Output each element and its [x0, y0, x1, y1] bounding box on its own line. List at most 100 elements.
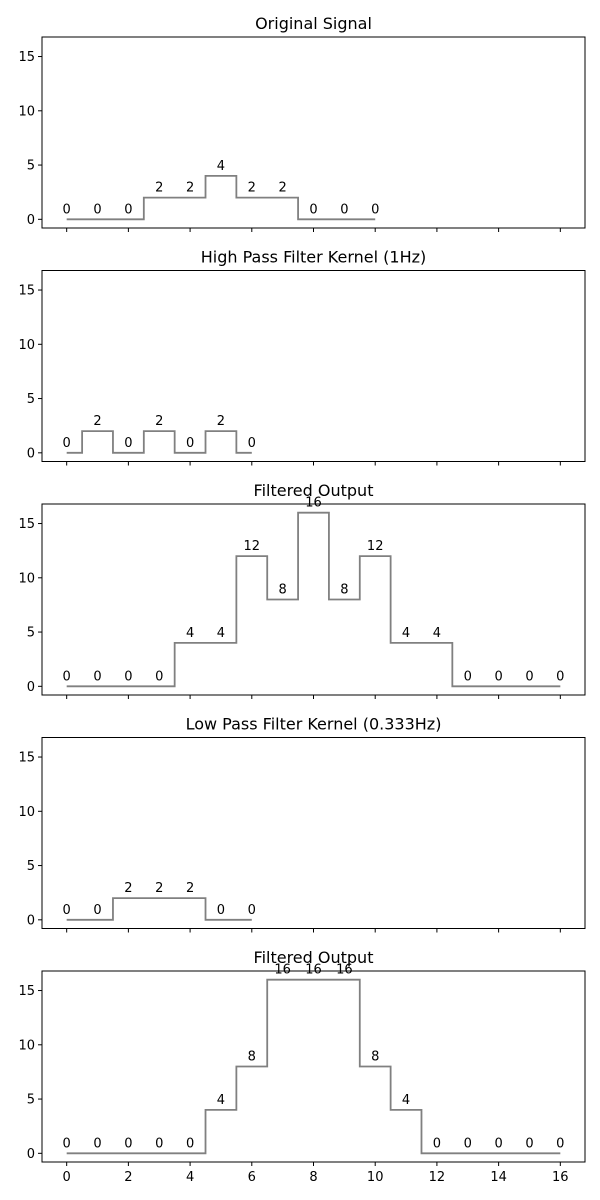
data-label: 0 — [248, 436, 256, 451]
x-tick-label: 10 — [367, 1170, 384, 1185]
data-label: 0 — [494, 669, 502, 684]
data-label: 4 — [186, 626, 194, 641]
data-label: 2 — [248, 181, 256, 196]
data-label: 0 — [217, 903, 225, 918]
data-label: 0 — [63, 903, 71, 918]
subplot-1: Original Signal 0 5 10 15 0 0 0 2 2 4 2 2 0 0 0 — [18, 14, 586, 232]
data-label: 16 — [336, 963, 353, 978]
x-tick-label: 6 — [248, 1170, 256, 1185]
data-label: 0 — [433, 1136, 441, 1151]
y-tick-label: 10 — [18, 338, 35, 353]
x-tick-label: 4 — [186, 1170, 194, 1185]
chart-title: Filtered Output — [254, 481, 374, 500]
data-label: 0 — [186, 1136, 194, 1151]
data-label: 0 — [494, 1136, 502, 1151]
data-label: 0 — [93, 1136, 101, 1151]
data-label: 0 — [93, 903, 101, 918]
data-label: 0 — [124, 669, 132, 684]
plot-area — [41, 270, 586, 462]
series-step-line — [66, 511, 561, 688]
data-label: 2 — [186, 181, 194, 196]
y-tick-label: 15 — [18, 751, 35, 766]
data-label: 4 — [402, 1093, 410, 1108]
plot-area — [41, 737, 586, 929]
chart-title: Filtered Output — [254, 948, 374, 967]
data-label: 0 — [124, 436, 132, 451]
y-tick-label: 15 — [18, 50, 35, 65]
data-label: 2 — [93, 414, 101, 429]
subplot-3: Filtered Output 0 5 10 15 0 0 0 0 4 4 12 8 16 8 12 4 4 0 0 0… — [18, 481, 586, 699]
data-label: 0 — [93, 202, 101, 217]
chart-title: Low Pass Filter Kernel (0.333Hz) — [186, 715, 442, 734]
x-tick-label: 2 — [124, 1170, 132, 1185]
series-step-line — [66, 430, 252, 454]
data-label: 8 — [248, 1050, 256, 1065]
y-tick-label: 0 — [27, 446, 35, 461]
data-label: 12 — [367, 539, 384, 554]
y-tick-label: 0 — [27, 213, 35, 228]
y-tick-label: 5 — [27, 392, 35, 407]
data-label: 0 — [186, 436, 194, 451]
y-tick-label: 15 — [18, 984, 35, 999]
data-label: 0 — [371, 202, 379, 217]
y-tick-label: 5 — [27, 159, 35, 174]
data-label: 0 — [556, 669, 564, 684]
plot-area — [41, 36, 586, 229]
data-label: 0 — [93, 669, 101, 684]
data-label: 4 — [402, 626, 410, 641]
data-label: 0 — [124, 1136, 132, 1151]
data-label: 2 — [155, 881, 163, 896]
data-label: 16 — [274, 963, 291, 978]
data-label: 8 — [340, 583, 348, 598]
x-tick-label: 12 — [429, 1170, 446, 1185]
data-label: 0 — [309, 202, 317, 217]
data-label: 2 — [155, 181, 163, 196]
data-label: 12 — [244, 539, 261, 554]
y-tick-label: 5 — [27, 1093, 35, 1108]
y-tick-label: 0 — [27, 913, 35, 928]
data-label: 16 — [305, 963, 322, 978]
series-step-line — [66, 978, 561, 1155]
data-label: 0 — [525, 669, 533, 684]
y-tick-label: 5 — [27, 859, 35, 874]
data-label: 0 — [63, 436, 71, 451]
data-label: 0 — [248, 903, 256, 918]
series-step-line — [66, 175, 376, 221]
data-label: 2 — [124, 881, 132, 896]
y-tick-label: 10 — [18, 805, 35, 820]
x-tick-label: 0 — [63, 1170, 71, 1185]
data-label: 2 — [155, 414, 163, 429]
y-tick-label: 10 — [18, 1038, 35, 1053]
y-tick-label: 10 — [18, 571, 35, 586]
y-tick-label: 0 — [27, 680, 35, 695]
data-label: 0 — [63, 1136, 71, 1151]
subplot-4: Low Pass Filter Kernel (0.333Hz) 0 5 10 15 0 0… — [18, 715, 586, 933]
y-tick-label: 5 — [27, 626, 35, 641]
subplot-5: Filtered Output 0 5 10 15 0 2 4 6 8 10 12 14 16 0 0 0 0 0 4… — [18, 948, 586, 1185]
data-label: 2 — [186, 881, 194, 896]
data-label: 0 — [464, 1136, 472, 1151]
data-label: 16 — [305, 496, 322, 511]
plot-area — [41, 970, 586, 1163]
data-label: 4 — [217, 159, 225, 174]
x-tick-label: 16 — [552, 1170, 569, 1185]
data-label: 0 — [464, 669, 472, 684]
series-step-line — [66, 897, 252, 921]
data-label: 0 — [63, 669, 71, 684]
data-label: 0 — [525, 1136, 533, 1151]
x-tick-label: 14 — [490, 1170, 507, 1185]
chart-title: Original Signal — [255, 14, 372, 33]
chart-title: High Pass Filter Kernel (1Hz) — [201, 248, 427, 267]
plot-area — [41, 503, 586, 696]
data-label: 0 — [63, 202, 71, 217]
data-label: 2 — [279, 181, 287, 196]
data-label: 0 — [124, 202, 132, 217]
data-label: 4 — [217, 626, 225, 641]
data-label: 8 — [371, 1050, 379, 1065]
data-label: 0 — [155, 1136, 163, 1151]
data-label: 4 — [433, 626, 441, 641]
data-label: 8 — [279, 583, 287, 598]
data-label: 0 — [340, 202, 348, 217]
y-tick-label: 10 — [18, 104, 35, 119]
